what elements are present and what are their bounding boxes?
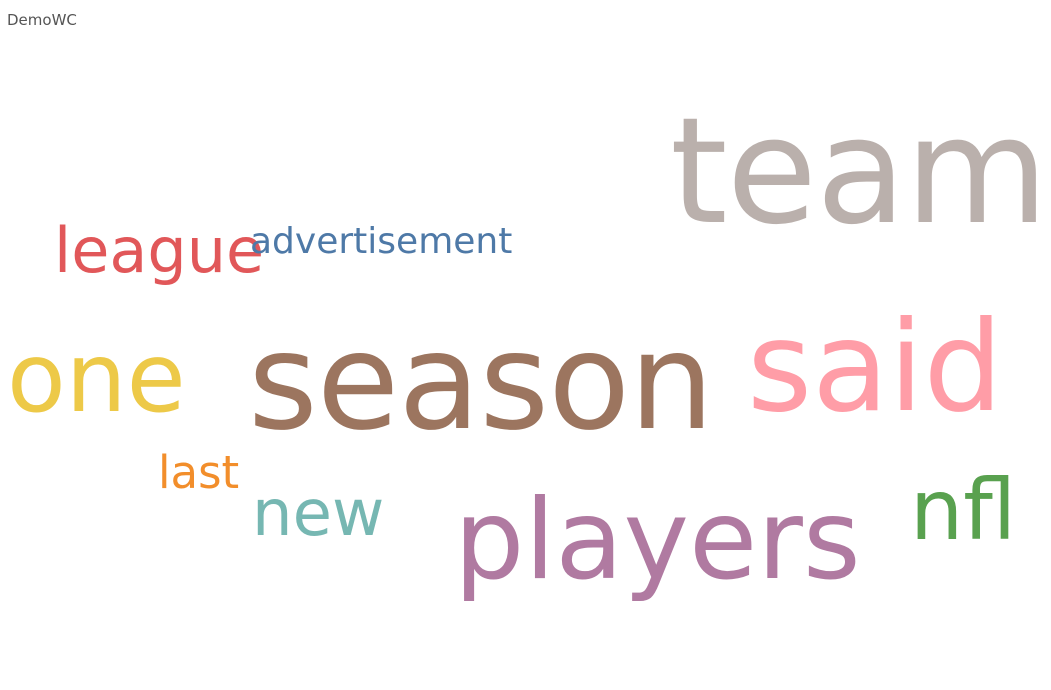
word-new[interactable]: new (252, 477, 385, 551)
word-players[interactable]: players (454, 476, 861, 605)
word-one[interactable]: one (7, 322, 186, 434)
word-advertisement[interactable]: advertisement (250, 221, 513, 262)
sheet-title: DemoWC (7, 11, 77, 29)
word-said[interactable]: said (747, 295, 1003, 440)
word-league[interactable]: league (54, 214, 265, 287)
word-last[interactable]: last (158, 446, 240, 499)
word-nfl[interactable]: nfl (910, 461, 1017, 559)
word-team[interactable]: team (670, 86, 1048, 257)
word-season[interactable]: season (248, 304, 714, 460)
